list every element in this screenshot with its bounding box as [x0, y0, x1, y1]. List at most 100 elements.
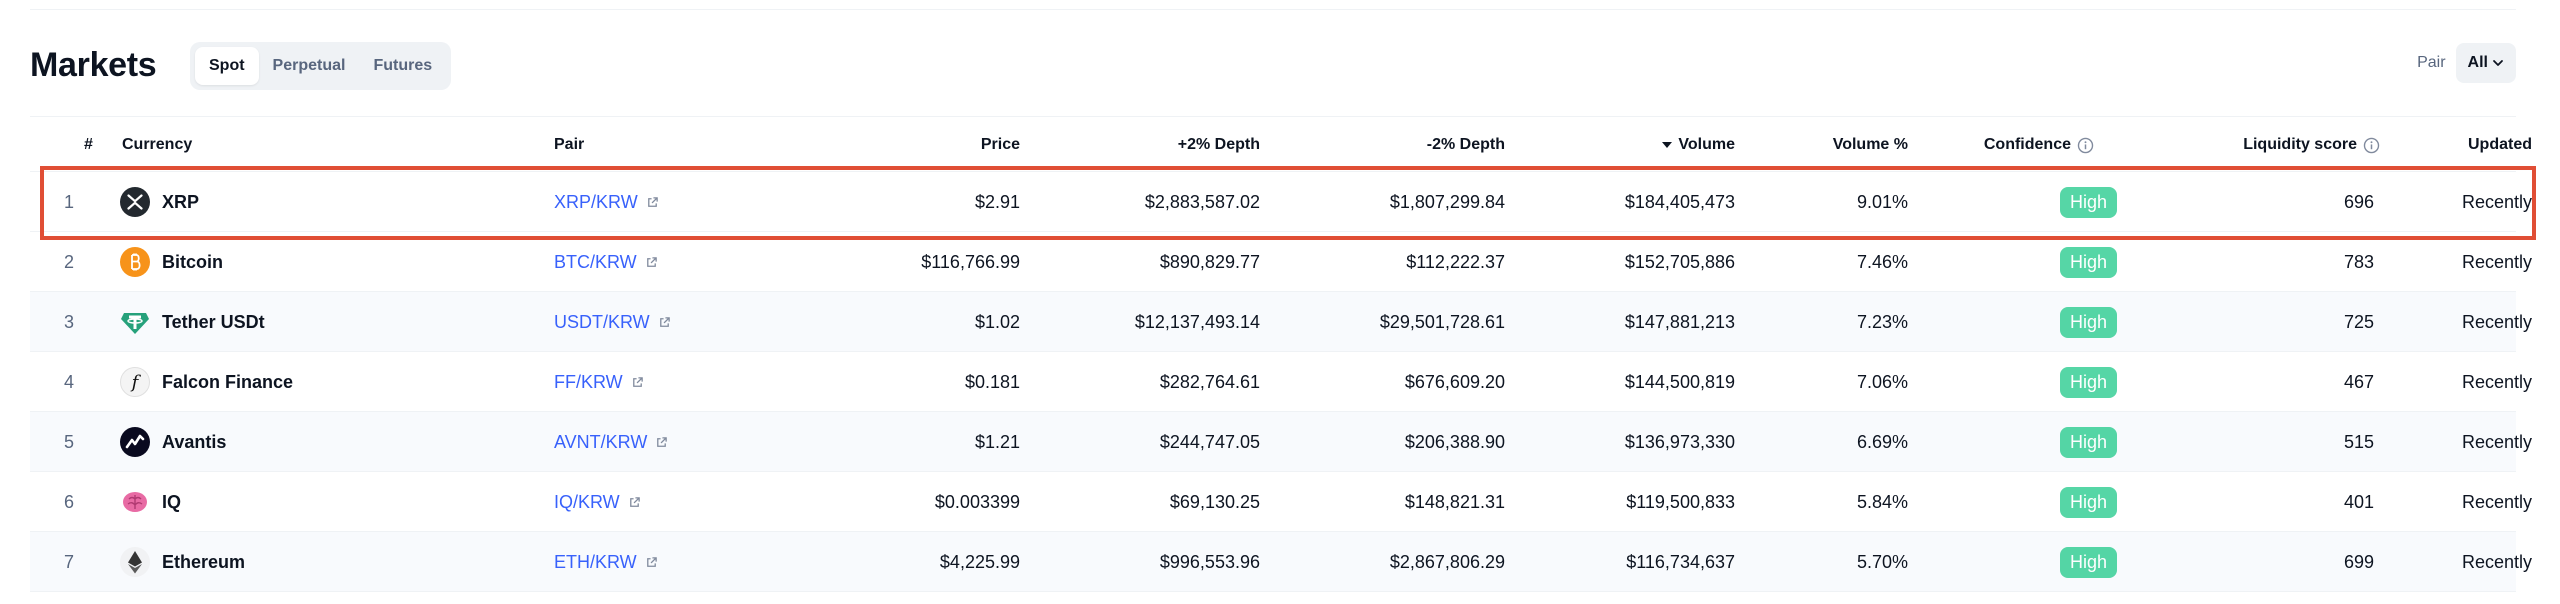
row-confidence: High [2060, 172, 2118, 232]
falcon-finance-icon: f [120, 367, 150, 397]
pair-link[interactable]: BTC/KRW [554, 252, 658, 273]
col-volume[interactable]: Volume [1505, 117, 1735, 173]
top-divider [30, 9, 2516, 10]
pair-link-text: XRP/KRW [554, 191, 638, 212]
table-row[interactable]: 5 Avantis AVNT/KRW $1.21 $244,747.05 $20… [30, 412, 2532, 472]
confidence-badge: High [2060, 486, 2118, 518]
row-currency[interactable]: XRP [120, 172, 199, 232]
page-title: Markets [30, 46, 157, 84]
info-icon[interactable] [2077, 137, 2094, 154]
row-updated: Recently [2461, 431, 2532, 452]
row-liquidity: 783 [2343, 251, 2374, 272]
row-depth-plus: $12,137,493.14 [1134, 311, 1260, 332]
row-confidence: High [2060, 232, 2118, 292]
coin-name: Ethereum [162, 551, 246, 572]
table-row[interactable]: 4 f Falcon Finance FF/KRW $0.181 $282,76… [30, 352, 2532, 412]
row-depth-plus: $2,883,587.02 [1144, 191, 1260, 212]
row-volume: $116,734,637 [1626, 551, 1735, 572]
bitcoin-icon [120, 247, 150, 277]
pair-link[interactable]: USDT/KRW [554, 312, 671, 333]
pair-link[interactable]: XRP/KRW [554, 192, 659, 213]
row-price: $0.003399 [934, 491, 1020, 512]
row-depth-minus: $1,807,299.84 [1389, 191, 1505, 212]
row-volume-pct: 5.84% [1856, 491, 1908, 512]
coin-name: Avantis [162, 431, 227, 452]
tab-perpetual[interactable]: Perpetual [272, 57, 346, 74]
table-body: 1 XRP XRP/KRW $2.91 $2,883,587.02 $1,807… [30, 172, 2532, 592]
tether-icon [120, 307, 150, 337]
row-volume: $144,500,819 [1624, 371, 1735, 392]
table-row[interactable]: 6 IQ IQ/KRW $0.003399 $69,130.25 $148,82… [30, 472, 2532, 532]
row-volume: $119,500,833 [1626, 491, 1735, 512]
confidence-badge: High [2060, 306, 2118, 338]
tab-futures[interactable]: Futures [373, 57, 433, 74]
pair-link-text: ETH/KRW [554, 551, 637, 572]
col-depth-plus[interactable]: +2% Depth [1177, 136, 1260, 153]
avantis-icon [120, 427, 150, 457]
row-rank: 4 [64, 371, 75, 392]
coin-name: Falcon Finance [162, 371, 294, 392]
pair-dropdown[interactable]: All [2455, 43, 2516, 83]
table-row[interactable]: 7 Ethereum ETH/KRW $4,225.99 $996,553.96… [30, 532, 2532, 592]
pair-filter: Pair All [2417, 43, 2516, 83]
row-confidence: High [2060, 352, 2118, 412]
confidence-badge: High [2060, 546, 2118, 578]
col-confidence[interactable]: Confidence [1908, 117, 2094, 173]
col-volume-pct[interactable]: Volume % [1832, 136, 1908, 153]
pair-link[interactable]: IQ/KRW [554, 492, 641, 513]
row-depth-plus: $69,130.25 [1169, 491, 1260, 512]
pair-link[interactable]: ETH/KRW [554, 552, 658, 573]
external-link-icon [647, 196, 658, 207]
row-pair: ETH/KRW [554, 532, 658, 592]
row-currency[interactable]: f Falcon Finance [120, 352, 293, 412]
row-currency[interactable]: Bitcoin [120, 232, 223, 292]
row-volume: $147,881,213 [1624, 311, 1735, 332]
pair-link[interactable]: FF/KRW [554, 372, 644, 393]
coin-name: IQ [162, 491, 182, 512]
coin-name: XRP [162, 191, 200, 212]
row-price: $0.181 [964, 371, 1020, 392]
col-currency[interactable]: Currency [122, 136, 193, 153]
confidence-badge: High [2060, 426, 2118, 458]
col-rank[interactable]: # [84, 136, 93, 153]
row-depth-minus: $29,501,728.61 [1379, 311, 1505, 332]
col-pair[interactable]: Pair [554, 136, 585, 153]
row-confidence: High [2060, 412, 2118, 472]
row-rank: 1 [64, 191, 75, 212]
table-row[interactable]: 2 Bitcoin BTC/KRW $116,766.99 $890,829.7… [30, 232, 2532, 292]
coin-name: Bitcoin [162, 251, 223, 272]
table-row[interactable]: 1 XRP XRP/KRW $2.91 $2,883,587.02 $1,807… [30, 172, 2532, 232]
markets-header: Markets Spot Perpetual Futures Pair All [30, 40, 2516, 90]
row-currency[interactable]: IQ [120, 472, 181, 532]
row-pair: FF/KRW [554, 352, 644, 412]
row-depth-minus: $206,388.90 [1404, 431, 1505, 452]
info-icon[interactable] [2363, 137, 2380, 154]
row-liquidity: 725 [2343, 311, 2374, 332]
col-depth-minus[interactable]: -2% Depth [1426, 136, 1505, 153]
col-updated[interactable]: Updated [2468, 136, 2532, 153]
row-depth-plus: $244,747.05 [1159, 431, 1260, 452]
table-row[interactable]: 3 Tether USDt USDT/KRW $1.02 $12,137,493… [30, 292, 2532, 352]
row-volume: $184,405,473 [1624, 191, 1735, 212]
chevron-down-icon [2493, 60, 2503, 66]
pair-link[interactable]: AVNT/KRW [554, 432, 668, 453]
tab-spot[interactable]: Spot [195, 47, 259, 85]
table-header: # Currency Pair Price +2% Depth -2% Dept… [30, 116, 2532, 173]
row-price: $116,766.99 [921, 251, 1020, 272]
row-volume-pct: 9.01% [1856, 191, 1908, 212]
col-confidence-label: Confidence [1983, 136, 2071, 153]
external-link-icon [659, 316, 670, 327]
col-price[interactable]: Price [980, 136, 1020, 153]
row-currency[interactable]: Avantis [120, 412, 226, 472]
external-link-icon [646, 256, 657, 267]
row-volume-pct: 7.06% [1856, 371, 1908, 392]
ethereum-icon [120, 547, 150, 577]
row-rank: 2 [64, 251, 75, 272]
row-currency[interactable]: Tether USDt [120, 292, 265, 352]
row-liquidity: 699 [2343, 551, 2374, 572]
row-depth-minus: $112,222.37 [1406, 251, 1505, 272]
col-liquidity[interactable]: Liquidity score [2094, 117, 2380, 173]
col-volume-label: Volume [1678, 136, 1735, 153]
row-confidence: High [2060, 472, 2118, 532]
row-currency[interactable]: Ethereum [120, 532, 245, 592]
